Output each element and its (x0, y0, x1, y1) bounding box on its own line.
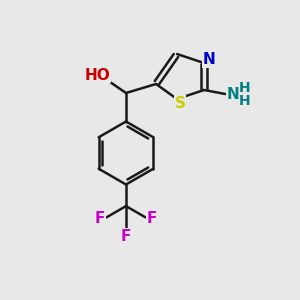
Text: F: F (95, 211, 105, 226)
Text: F: F (147, 211, 157, 226)
Text: H: H (239, 94, 250, 108)
Text: H: H (239, 81, 250, 95)
Text: F: F (121, 229, 131, 244)
Text: N: N (203, 52, 216, 68)
Text: HO: HO (85, 68, 110, 82)
Text: N: N (227, 87, 240, 102)
Text: S: S (175, 96, 185, 111)
